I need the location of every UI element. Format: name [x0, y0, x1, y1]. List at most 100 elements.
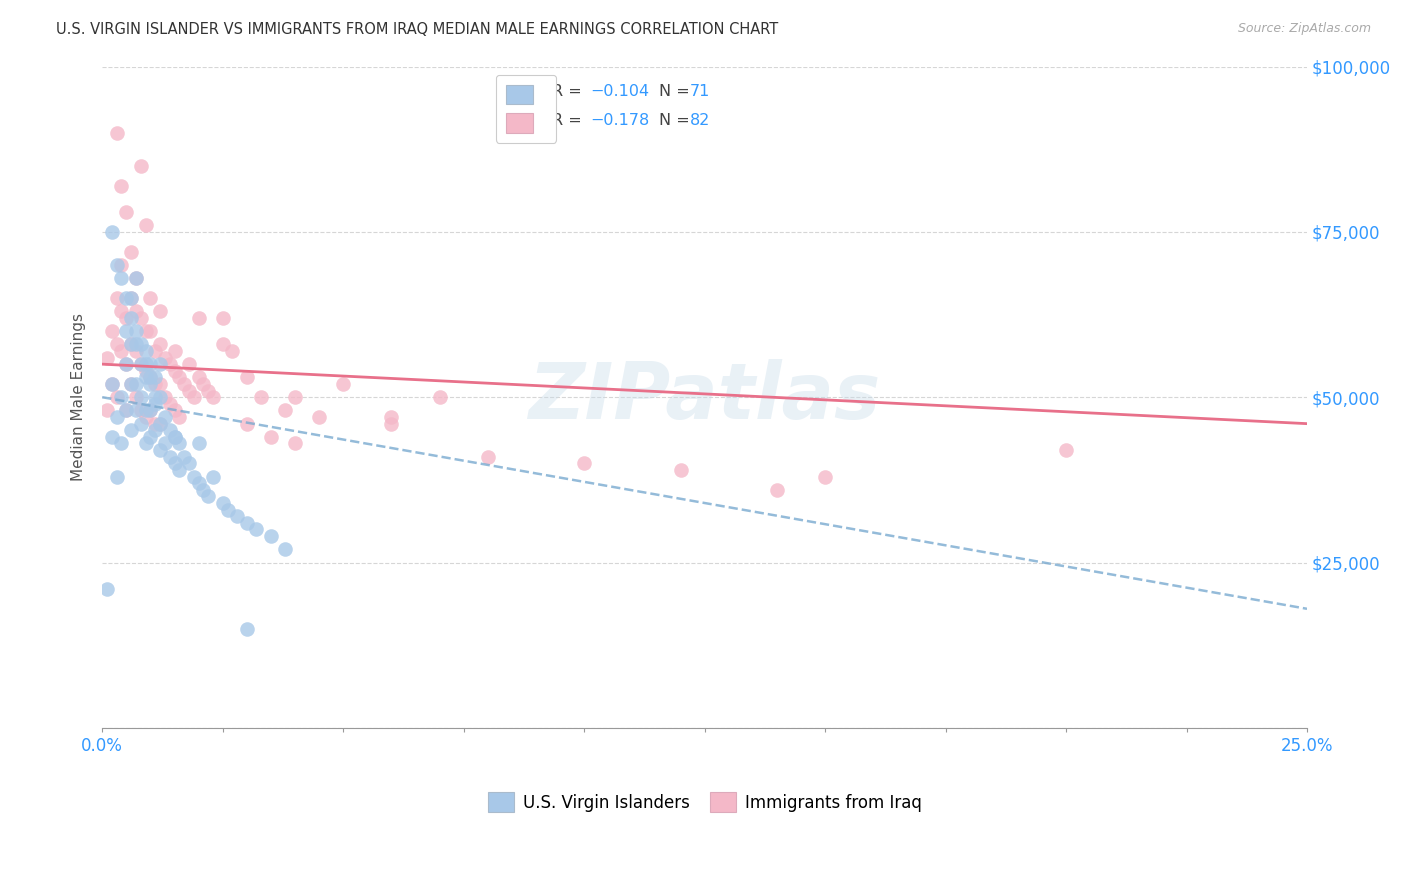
Point	[105, 291, 128, 305]
Point	[125, 390, 148, 404]
Point	[429, 390, 451, 404]
Point	[149, 390, 172, 404]
Text: R =: R =	[551, 85, 586, 99]
Point	[120, 423, 142, 437]
Point	[236, 370, 259, 384]
Y-axis label: Median Male Earnings: Median Male Earnings	[72, 313, 86, 481]
Point	[101, 430, 124, 444]
Point	[143, 397, 166, 411]
Point	[143, 376, 166, 391]
Text: U.S. VIRGIN ISLANDER VS IMMIGRANTS FROM IRAQ MEDIAN MALE EARNINGS CORRELATION CH: U.S. VIRGIN ISLANDER VS IMMIGRANTS FROM …	[56, 22, 779, 37]
Point	[149, 443, 172, 458]
Point	[197, 489, 219, 503]
Point	[149, 417, 172, 431]
Point	[169, 410, 191, 425]
Point	[274, 542, 297, 557]
Point	[139, 370, 162, 384]
Point	[110, 436, 132, 450]
Point	[120, 244, 142, 259]
Point	[284, 390, 307, 404]
Point	[169, 370, 191, 384]
Point	[226, 509, 249, 524]
Point	[153, 390, 176, 404]
Point	[159, 357, 181, 371]
Point	[159, 423, 181, 437]
Point	[143, 390, 166, 404]
Point	[125, 271, 148, 285]
Point	[477, 450, 499, 464]
Point	[173, 376, 195, 391]
Text: ZIPatlas: ZIPatlas	[529, 359, 880, 435]
Point	[139, 291, 162, 305]
Point	[211, 310, 233, 325]
Point	[135, 370, 157, 384]
Point	[129, 310, 152, 325]
Point	[183, 469, 205, 483]
Point	[187, 310, 209, 325]
Point	[143, 417, 166, 431]
Point	[332, 376, 354, 391]
Point	[129, 357, 152, 371]
Text: Source: ZipAtlas.com: Source: ZipAtlas.com	[1237, 22, 1371, 36]
Point	[129, 417, 152, 431]
Text: −0.178: −0.178	[591, 112, 650, 128]
Point	[139, 403, 162, 417]
Point	[169, 463, 191, 477]
Point	[163, 456, 186, 470]
Point	[120, 376, 142, 391]
Point	[135, 403, 157, 417]
Point	[129, 390, 152, 404]
Point	[139, 376, 162, 391]
Point	[135, 410, 157, 425]
Point	[163, 364, 186, 378]
Point	[187, 476, 209, 491]
Point	[669, 463, 692, 477]
Point	[129, 159, 152, 173]
Point	[115, 324, 138, 338]
Point	[153, 351, 176, 365]
Point	[110, 390, 132, 404]
Point	[250, 390, 273, 404]
Point	[135, 357, 157, 371]
Point	[202, 469, 225, 483]
Point	[143, 423, 166, 437]
Point	[105, 258, 128, 272]
Point	[245, 523, 267, 537]
Point	[274, 403, 297, 417]
Text: −0.104: −0.104	[591, 85, 650, 99]
Point	[129, 337, 152, 351]
Point	[169, 436, 191, 450]
Point	[260, 430, 283, 444]
Point	[163, 403, 186, 417]
Point	[193, 376, 215, 391]
Point	[187, 436, 209, 450]
Point	[129, 403, 152, 417]
Point	[1054, 443, 1077, 458]
Text: 71: 71	[690, 85, 710, 99]
Legend: U.S. Virgin Islanders, Immigrants from Iraq: U.S. Virgin Islanders, Immigrants from I…	[478, 782, 932, 822]
Point	[139, 370, 162, 384]
Text: R =: R =	[551, 112, 586, 128]
Point	[814, 469, 837, 483]
Point	[115, 357, 138, 371]
Point	[139, 357, 162, 371]
Point	[159, 450, 181, 464]
Point	[211, 496, 233, 510]
Point	[115, 403, 138, 417]
Point	[101, 225, 124, 239]
Point	[115, 310, 138, 325]
Point	[183, 390, 205, 404]
Text: N =: N =	[659, 85, 695, 99]
Point	[110, 178, 132, 193]
Point	[96, 351, 118, 365]
Point	[177, 384, 200, 398]
Text: N =: N =	[659, 112, 695, 128]
Point	[177, 456, 200, 470]
Point	[125, 304, 148, 318]
Point	[120, 337, 142, 351]
Point	[221, 343, 243, 358]
Point	[284, 436, 307, 450]
Point	[236, 516, 259, 530]
Point	[129, 357, 152, 371]
Point	[217, 502, 239, 516]
